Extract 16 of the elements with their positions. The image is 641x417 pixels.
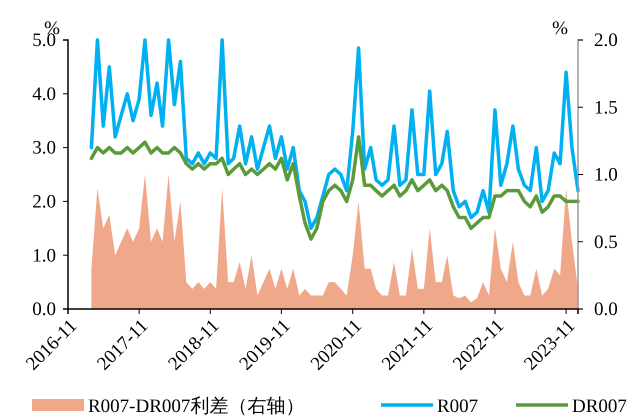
y2-tick-label: 0.0	[594, 299, 618, 320]
legend-label: R007	[437, 396, 478, 417]
y2-tick-label: 1.0	[594, 164, 618, 186]
y-tick-label: 2.0	[32, 191, 56, 212]
y2-tick-label: 1.5	[594, 97, 618, 118]
y-tick-label: 1.0	[32, 245, 56, 266]
line-series	[90, 135, 580, 241]
y2-axis-title: %	[552, 18, 568, 39]
y2-tick-label: 0.5	[594, 232, 618, 253]
y-tick-label: 4.0	[32, 84, 56, 105]
y-tick-label: 0.0	[32, 299, 56, 320]
line-series	[90, 38, 580, 230]
legend-label: R007-DR007利差（右轴）	[88, 396, 304, 417]
y2-tick-label: 2.0	[594, 30, 618, 52]
legend-label: DR007	[572, 396, 627, 417]
y-tick-label: 3.0	[32, 138, 56, 159]
